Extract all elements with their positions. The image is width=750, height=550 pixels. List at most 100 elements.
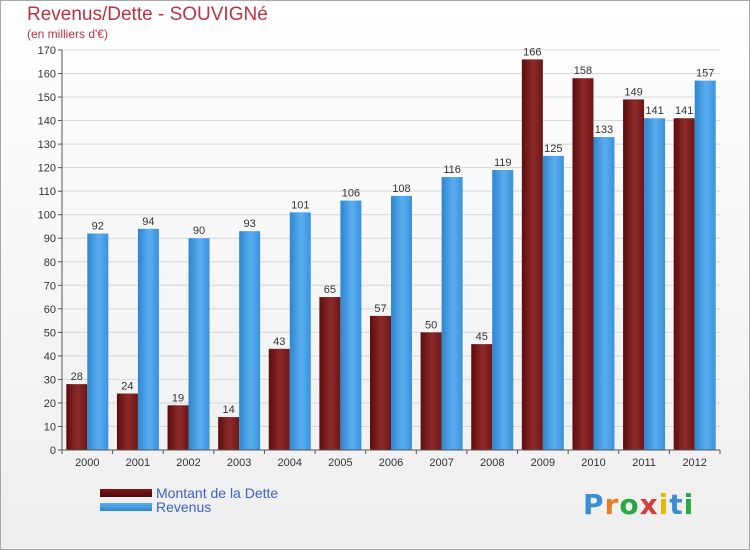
bar-debt — [268, 348, 290, 450]
y-tick-label: 30 — [44, 374, 56, 386]
bar-debt — [66, 384, 88, 450]
y-tick-label: 120 — [38, 163, 56, 175]
legend-swatch-debt — [100, 489, 152, 497]
proxiti-logo: Proxiti — [583, 488, 694, 521]
bar-revenus — [391, 195, 412, 450]
bar-revenus — [137, 228, 159, 450]
bar-revenus — [87, 233, 109, 450]
x-tick-label: 2006 — [379, 457, 403, 469]
logo-letter: i — [658, 488, 670, 521]
legend-item-revenus: Revenus — [100, 499, 278, 515]
data-label: 125 — [544, 143, 562, 155]
y-tick-label: 60 — [44, 304, 56, 316]
bar-debt — [471, 344, 493, 450]
x-tick-label: 2001 — [126, 457, 150, 469]
bar-revenus — [593, 137, 615, 450]
x-tick-label: 2004 — [278, 457, 302, 469]
data-label: 24 — [121, 381, 133, 393]
data-label: 50 — [425, 319, 437, 331]
bar-revenus — [340, 200, 362, 450]
legend-label-debt: Montant de la Dette — [156, 485, 279, 501]
data-label: 65 — [324, 284, 336, 296]
data-label: 119 — [494, 157, 512, 169]
legend: Montant de la Dette Revenus — [100, 485, 279, 515]
data-label: 106 — [342, 188, 360, 200]
y-tick-label: 100 — [38, 210, 56, 222]
logo-letter: i — [683, 488, 695, 521]
bar-revenus — [289, 212, 311, 450]
x-tick-label: 2000 — [75, 457, 99, 469]
y-tick-label: 130 — [38, 139, 56, 151]
data-label: 92 — [92, 221, 104, 233]
x-tick-label: 2007 — [429, 457, 453, 469]
data-label: 141 — [675, 105, 693, 117]
data-label: 93 — [244, 218, 256, 230]
logo-letter: P — [583, 488, 605, 521]
bar-debt — [623, 99, 645, 450]
bar-revenus — [542, 155, 564, 450]
x-tick-label: 2008 — [480, 457, 504, 469]
bar-revenus — [644, 118, 666, 450]
data-label: 141 — [645, 105, 663, 117]
bar-debt — [420, 332, 442, 450]
bar-debt — [218, 417, 240, 450]
y-tick-label: 110 — [38, 186, 56, 198]
bar-revenus — [492, 170, 514, 450]
logo-letter: x — [639, 488, 659, 521]
y-tick-label: 140 — [38, 116, 56, 128]
data-label: 94 — [142, 216, 154, 228]
data-label: 166 — [523, 46, 541, 58]
legend-item-debt: Montant de la Dette — [100, 485, 279, 501]
y-tick-label: 0 — [50, 445, 56, 457]
bar-revenus — [239, 231, 261, 450]
y-tick-label: 20 — [44, 398, 56, 410]
logo-letter: o — [619, 488, 640, 521]
data-label: 149 — [624, 86, 642, 98]
y-tick-label: 170 — [38, 45, 56, 57]
data-label: 133 — [595, 124, 613, 136]
y-tick-label: 70 — [44, 280, 56, 292]
data-label: 28 — [71, 371, 83, 383]
y-tick-label: 50 — [44, 327, 56, 339]
data-label: 157 — [696, 68, 714, 80]
legend-swatch-revenus — [100, 503, 152, 511]
bar-debt — [319, 297, 341, 450]
y-tick-label: 150 — [38, 92, 56, 104]
y-tick-label: 90 — [44, 233, 56, 245]
y-tick-label: 160 — [38, 69, 56, 81]
legend-label-revenus: Revenus — [156, 499, 212, 515]
chart-title: Revenus/Dette - SOUVIGNé — [27, 4, 268, 25]
bar-debt — [116, 393, 138, 450]
data-label: 90 — [193, 225, 205, 237]
bar-debt — [370, 315, 391, 450]
x-tick-label: 2009 — [531, 457, 555, 469]
chart-subtitle: (en milliers d'€) — [27, 27, 108, 41]
bars: 28 92 24 94 19 90 14 93 43 101 65 106 57 108 50 116 45 11… — [66, 46, 716, 451]
x-tick-label: 2012 — [682, 457, 706, 469]
bar-debt — [572, 78, 594, 450]
y-tick-label: 10 — [44, 421, 56, 433]
data-label: 43 — [273, 336, 285, 348]
logo-letter: r — [604, 488, 620, 521]
x-tick-label: 2005 — [328, 457, 352, 469]
bar-revenus — [441, 177, 463, 450]
x-tick-label: 2003 — [227, 457, 251, 469]
bar-debt — [167, 405, 189, 450]
data-label: 108 — [392, 183, 410, 195]
data-label: 158 — [574, 65, 592, 77]
bar-debt — [673, 118, 695, 450]
x-tick-label: 2002 — [176, 457, 200, 469]
x-tick-label: 2010 — [581, 457, 605, 469]
data-label: 116 — [443, 164, 461, 176]
x-tick-label: 2011 — [632, 457, 656, 469]
y-tick-label: 80 — [44, 257, 56, 269]
bar-revenus — [694, 80, 716, 451]
data-label: 45 — [476, 331, 488, 343]
bar-revenus — [188, 238, 210, 450]
data-label: 101 — [291, 199, 309, 211]
y-axis: 0 10 20 30 40 50 60 70 80 90 100 110 120 130 140 150 160… — [38, 45, 63, 457]
data-label: 14 — [223, 404, 235, 416]
data-label: 19 — [172, 392, 184, 404]
x-axis: 2000 2001 2002 2003 2004 2005 2006 2007 2008 2009… — [61, 449, 721, 469]
